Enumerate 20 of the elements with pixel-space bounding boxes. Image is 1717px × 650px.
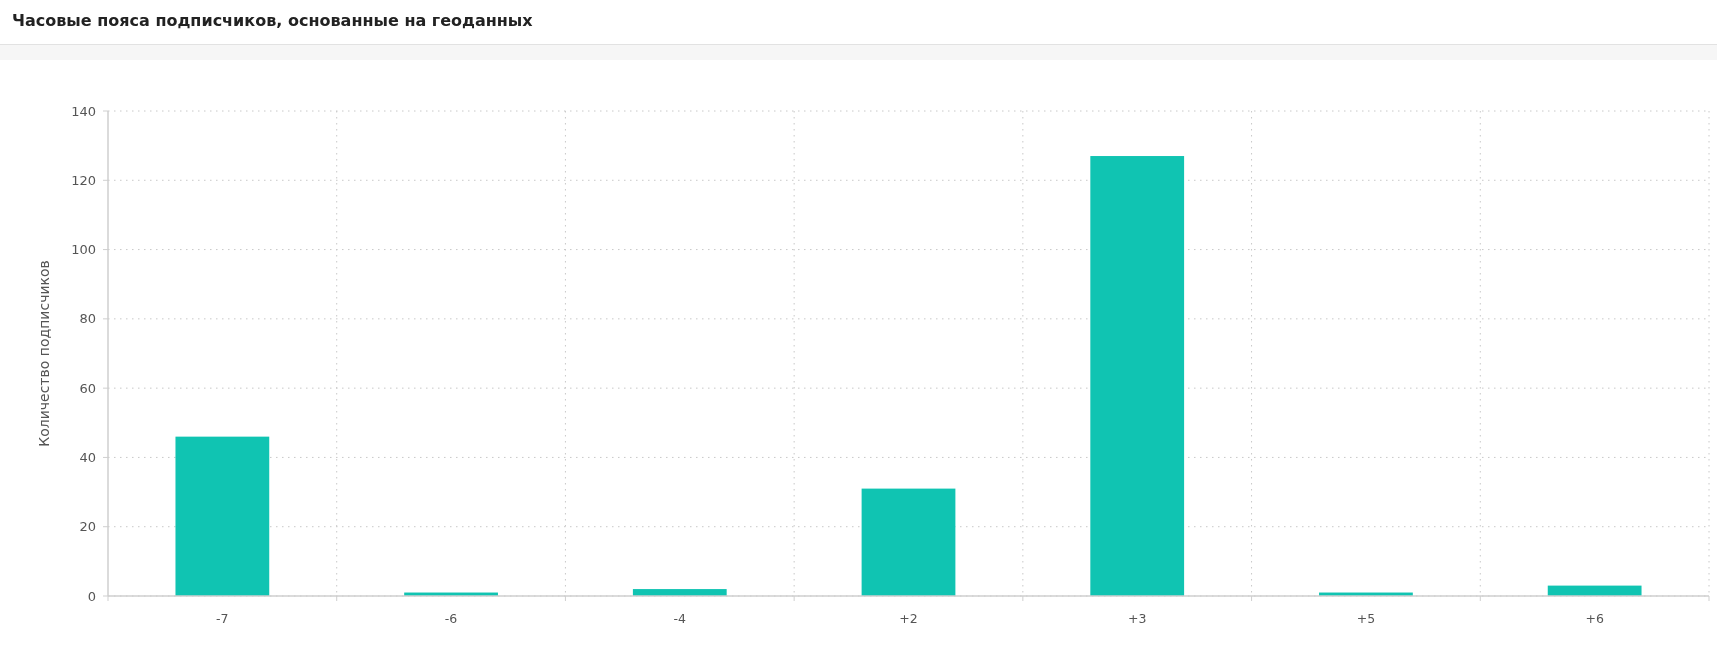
x-tick-label: +2 xyxy=(899,611,918,626)
x-tick-label: +3 xyxy=(1128,611,1147,626)
y-tick-label: 0 xyxy=(87,588,96,604)
y-axis-title: Количество подписчиков xyxy=(36,260,52,447)
x-tick-label: -7 xyxy=(216,611,229,626)
x-tick-label: +5 xyxy=(1356,611,1376,626)
y-tick-label: 60 xyxy=(79,380,96,396)
y-tick-label: 20 xyxy=(79,519,96,535)
bar xyxy=(861,488,956,596)
x-tick-label: +6 xyxy=(1585,611,1604,626)
chart-title: Часовые пояса подписчиков, основанные на геоданных xyxy=(12,11,534,30)
x-tick-label: -6 xyxy=(444,611,458,626)
x-tick-label: -4 xyxy=(673,611,687,626)
y-tick-label: 80 xyxy=(79,311,96,327)
bar xyxy=(175,436,270,596)
y-tick-label: 40 xyxy=(79,449,96,465)
y-tick-label: 140 xyxy=(71,103,96,119)
y-tick-label: 120 xyxy=(71,172,96,188)
bar xyxy=(1090,156,1185,596)
y-tick-label: 100 xyxy=(71,242,96,258)
